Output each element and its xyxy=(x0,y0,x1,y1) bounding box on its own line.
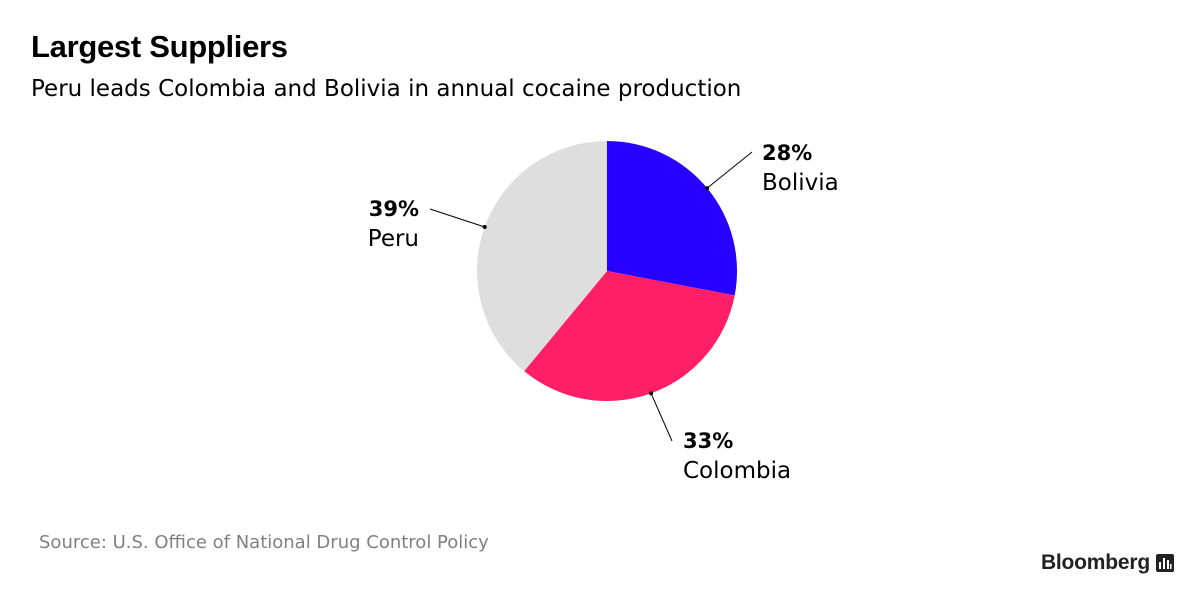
leader-dot-bolivia xyxy=(705,186,710,191)
leader-lines xyxy=(429,151,753,442)
pie-slice-colombia xyxy=(524,271,735,401)
slice-category-label-bolivia: Bolivia xyxy=(762,170,839,196)
bloomberg-chart-icon xyxy=(1156,554,1174,572)
slice-category-label-colombia: Colombia xyxy=(683,458,791,484)
pie-slice-peru xyxy=(477,141,607,372)
leader-line-bolivia xyxy=(706,151,753,189)
slice-value-label-bolivia: 28% xyxy=(762,141,812,165)
brand-name: Bloomberg xyxy=(1040,551,1150,574)
pie-slice-bolivia xyxy=(607,141,737,296)
slice-value-label-colombia: 33% xyxy=(683,429,733,453)
source-note: Source: U.S. Office of National Drug Con… xyxy=(39,532,489,553)
leader-line-peru xyxy=(429,208,485,228)
pie-slices xyxy=(477,141,737,401)
leader-dot-colombia xyxy=(649,391,654,396)
chart-title: Largest Suppliers xyxy=(31,29,288,64)
leader-line-colombia xyxy=(650,393,673,442)
leader-dot-peru xyxy=(482,224,487,229)
slice-category-label-peru: Peru xyxy=(368,226,419,252)
slice-labels: 28% Bolivia 33% Colombia 39% Peru xyxy=(368,141,839,484)
brand-logo: Bloomberg xyxy=(1041,551,1174,575)
slice-value-label-peru: 39% xyxy=(369,197,419,221)
chart-subtitle: Peru leads Colombia and Bolivia in annua… xyxy=(31,76,742,102)
